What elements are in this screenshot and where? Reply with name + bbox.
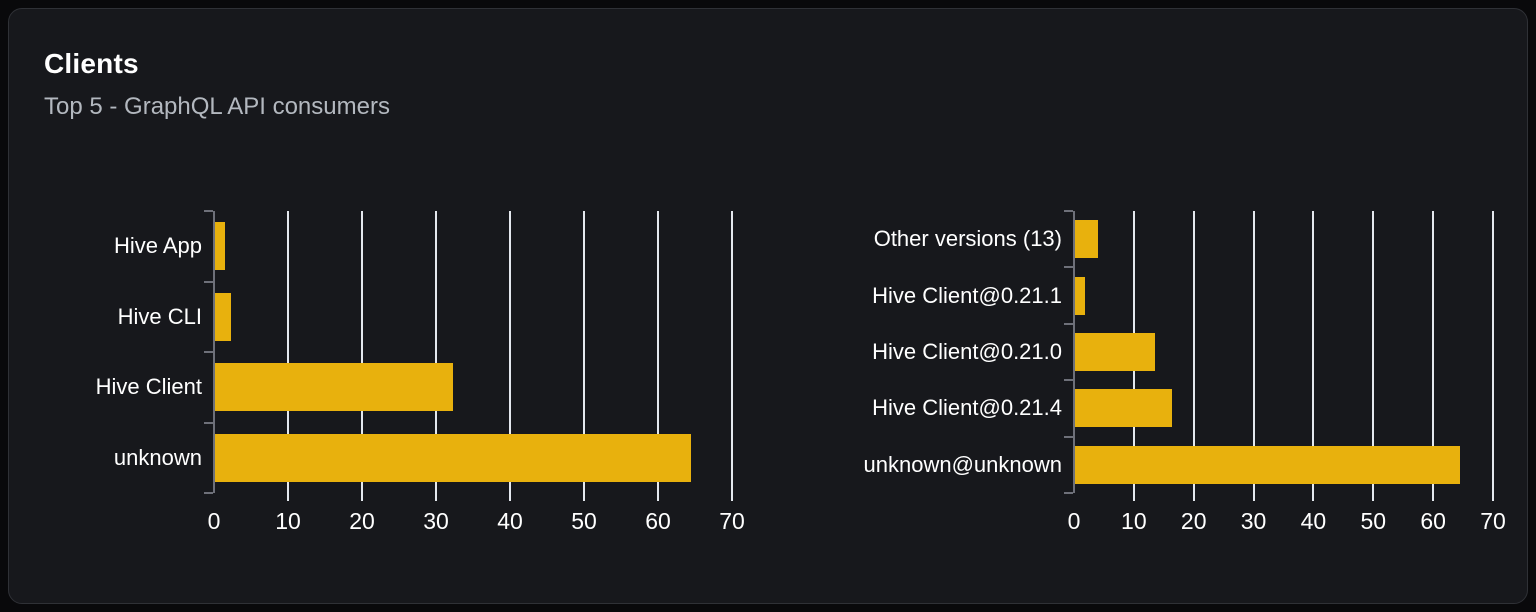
grid-line bbox=[435, 211, 437, 501]
bar[interactable] bbox=[215, 363, 453, 412]
x-tick-label: 0 bbox=[207, 508, 221, 534]
bar[interactable] bbox=[1075, 445, 1460, 484]
y-axis-tick bbox=[204, 422, 213, 424]
bar[interactable] bbox=[1075, 389, 1172, 428]
x-tick-label: 30 bbox=[423, 508, 449, 534]
x-tick-label: 70 bbox=[1480, 508, 1506, 534]
x-tick-label: 60 bbox=[1420, 508, 1446, 534]
bar[interactable] bbox=[215, 433, 691, 482]
grid-line bbox=[1492, 211, 1494, 501]
x-tick-label: 10 bbox=[1121, 508, 1147, 534]
x-tick-label: 50 bbox=[571, 508, 597, 534]
grid-line bbox=[1312, 211, 1315, 501]
bar[interactable] bbox=[1075, 220, 1098, 259]
y-axis-tick bbox=[1064, 436, 1073, 438]
y-axis-tick bbox=[204, 210, 213, 212]
x-tick-label: 60 bbox=[645, 508, 671, 534]
x-tick-label: 20 bbox=[1180, 508, 1207, 534]
x-tick-label: 10 bbox=[275, 508, 301, 534]
card-subtitle: Top 5 - GraphQL API consumers bbox=[44, 93, 390, 120]
grid-line bbox=[731, 211, 733, 501]
x-tick-label: 70 bbox=[719, 508, 745, 534]
bar[interactable] bbox=[1075, 333, 1156, 371]
clients-by-name-chart: 0 10 20 30 40 50 60 70 Hive App Hive CLI Hive Clie… bbox=[96, 210, 745, 534]
category-label: Other versions (13) bbox=[873, 226, 1062, 252]
grid-line bbox=[657, 211, 659, 501]
grid-line bbox=[583, 211, 585, 501]
y-axis-tick bbox=[1064, 379, 1073, 381]
y-axis-tick bbox=[204, 351, 213, 353]
grid-line bbox=[361, 211, 363, 501]
y-axis-tick bbox=[1064, 492, 1073, 494]
bar[interactable] bbox=[1075, 276, 1086, 315]
bar[interactable] bbox=[215, 222, 226, 271]
x-tick-label: 50 bbox=[1360, 508, 1387, 534]
y-axis-tick bbox=[1064, 266, 1073, 268]
category-label: unknown bbox=[113, 444, 202, 470]
category-label: Hive CLI bbox=[117, 303, 202, 329]
card-title: Clients bbox=[44, 48, 139, 79]
grid-line bbox=[1192, 211, 1195, 501]
grid-line bbox=[1372, 211, 1375, 501]
category-label: Hive Client@0.21.1 bbox=[872, 282, 1062, 308]
category-label: Hive App bbox=[113, 233, 202, 259]
x-tick-label: 40 bbox=[1300, 508, 1327, 534]
y-axis-tick bbox=[1064, 210, 1073, 212]
x-tick-label: 20 bbox=[349, 508, 375, 534]
y-axis-line bbox=[1073, 211, 1075, 493]
category-label: Hive Client@0.21.0 bbox=[872, 338, 1062, 364]
grid-line bbox=[509, 211, 511, 501]
y-axis-tick bbox=[1064, 323, 1073, 325]
x-tick-label: 40 bbox=[497, 508, 523, 534]
x-tick-label: 30 bbox=[1240, 508, 1267, 534]
clients-by-version-chart: 0 10 20 30 40 50 60 70 Other versions (13) Hive C… bbox=[864, 210, 1506, 534]
y-axis-tick bbox=[204, 492, 213, 494]
grid-line bbox=[1252, 211, 1255, 501]
y-axis-line bbox=[213, 211, 215, 493]
x-tick-label: 0 bbox=[1067, 508, 1081, 534]
bar[interactable] bbox=[215, 292, 231, 341]
category-label: unknown@unknown bbox=[863, 451, 1062, 477]
grid-line bbox=[287, 211, 289, 501]
y-axis-tick bbox=[204, 281, 213, 283]
clients-card: Clients Top 5 - GraphQL API consumers 0 1… bbox=[8, 8, 1528, 604]
grid-line bbox=[1432, 211, 1435, 501]
category-label: Hive Client bbox=[95, 374, 202, 400]
category-label: Hive Client@0.21.4 bbox=[872, 395, 1062, 421]
